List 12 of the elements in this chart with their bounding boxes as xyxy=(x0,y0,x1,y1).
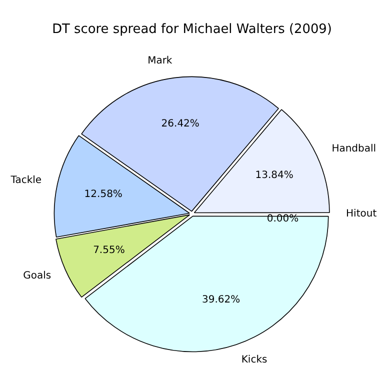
category-label: Hitout xyxy=(346,208,377,220)
data-label: 13.84% xyxy=(255,170,294,182)
slice-label: Mark xyxy=(148,56,172,67)
slice-label: Goals xyxy=(23,270,52,282)
data-label: 7.55% xyxy=(93,245,125,256)
data-label: 12.58% xyxy=(84,188,122,200)
data-label: 26.42% xyxy=(161,118,200,130)
chart-title: DT score spread for Michael Walters (2009) xyxy=(52,22,332,38)
data-label: 39.62% xyxy=(202,294,240,306)
slice-label: Handball xyxy=(332,144,376,155)
slice-label: Kicks xyxy=(241,354,268,366)
slice-label: Tackle xyxy=(10,175,42,186)
